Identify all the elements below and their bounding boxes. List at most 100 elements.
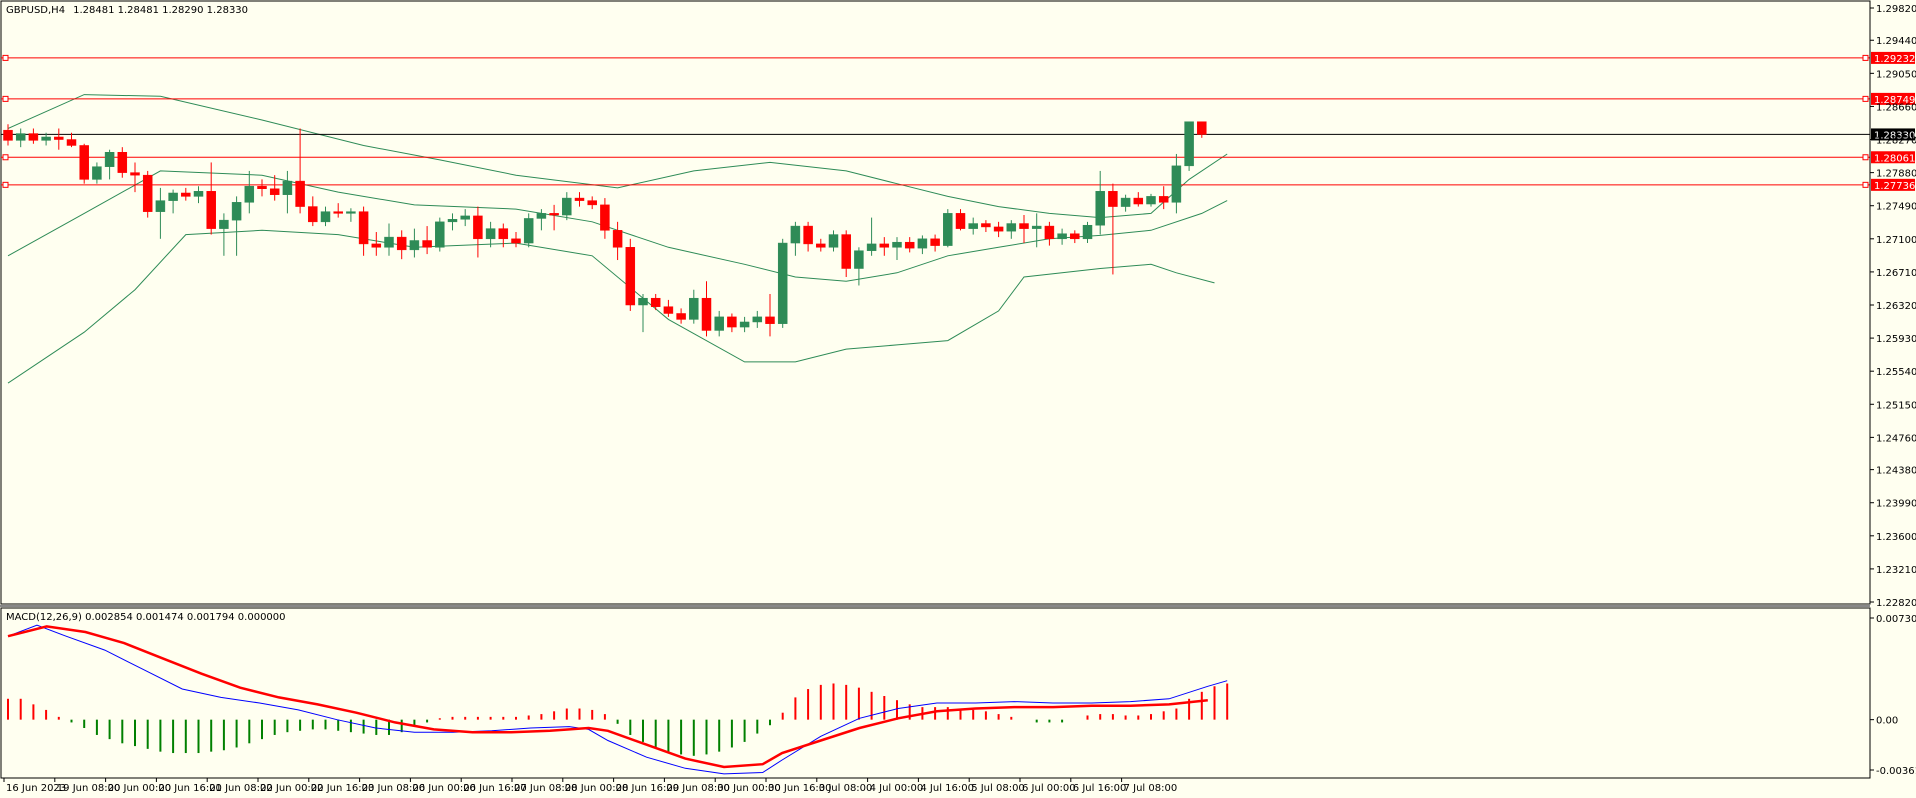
candle-body: [3, 129, 13, 141]
price-tick-label: 1.27490: [1876, 202, 1916, 213]
macd-indicator: 0.007307 0.00 -0.003619: [7, 614, 1916, 777]
price-tick-label: 1.23210: [1876, 565, 1916, 576]
time-tick-label: 20 Jun 00:00: [108, 783, 172, 794]
candle-body: [155, 200, 166, 212]
level-price-tag: [1871, 178, 1915, 191]
time-tick-label: 23 Jun 08:00: [362, 783, 426, 794]
level-handle: [2, 54, 9, 61]
candle-body: [269, 188, 280, 195]
candle-body: [422, 240, 432, 248]
time-tick-label: 22 Jun 00:00: [260, 783, 324, 794]
candle-body: [498, 228, 509, 240]
candle-body: [473, 215, 483, 240]
candle-body: [193, 191, 204, 197]
level-price-label: 1.28749: [1874, 95, 1915, 106]
candle-body: [1006, 223, 1017, 232]
candle-body: [1120, 197, 1131, 207]
macd-tick-label: 0.007307: [1876, 614, 1916, 625]
level-handle: [1862, 95, 1869, 102]
level-handle: [2, 154, 9, 161]
candle-body: [930, 238, 940, 246]
candle-body: [168, 192, 178, 201]
price-tick-label: 1.27100: [1876, 235, 1916, 246]
price-tick-label: 1.25540: [1876, 367, 1916, 378]
candle-body: [447, 219, 458, 223]
ohlc-values: 1.28481 1.28481 1.28290 1.28330: [73, 5, 248, 16]
candle-body: [54, 136, 64, 140]
price-tick-label: 1.28270: [1876, 136, 1916, 147]
candle-body: [727, 316, 737, 328]
time-tick-label: 26 Jun 16:00: [463, 783, 527, 794]
price-tick-label: 1.26710: [1876, 268, 1916, 279]
level-handle: [1862, 181, 1869, 188]
candle-body: [701, 297, 712, 331]
time-tick-label: 4 Jul 16:00: [920, 783, 974, 794]
price-axis: 1.29820 1.29440 1.29050 1.28660 1.28270 1.278…: [1869, 1, 1916, 609]
candle-body: [612, 230, 623, 248]
time-tick-label: 30 Jun 16:00: [768, 783, 832, 794]
candle-body: [384, 236, 394, 248]
candle-body: [1197, 121, 1207, 135]
price-tick-label: 1.29050: [1876, 69, 1916, 80]
candle-body: [130, 172, 140, 176]
current-price-label: 1.28330: [1874, 130, 1915, 141]
horizontal-levels[interactable]: 1.29232 1.28749 1.28061 1.27736 1.28330: [1, 51, 1915, 192]
candle-body: [1133, 197, 1144, 205]
candle-body: [1171, 165, 1182, 203]
time-tick-label: 21 Jun 08:00: [209, 783, 273, 794]
candle-body: [1044, 225, 1055, 240]
candle-body: [1019, 223, 1029, 229]
candle-body: [219, 219, 229, 229]
candle-body: [879, 243, 890, 248]
time-tick-label: 7 Jul 08:00: [1124, 783, 1178, 794]
candle-body: [752, 316, 763, 323]
candle-body: [828, 234, 839, 248]
candle-body: [485, 228, 496, 240]
candle-body: [943, 213, 953, 246]
time-tick-label: 28 Jun 16:00: [616, 783, 680, 794]
candle-body: [739, 321, 750, 328]
candle-body: [396, 236, 407, 251]
price-tick-label: 1.25150: [1876, 400, 1916, 411]
candle-body: [92, 166, 102, 180]
candle-body: [1146, 196, 1156, 205]
candle-body: [562, 197, 572, 216]
candle-body: [435, 221, 445, 248]
candle-body: [1184, 121, 1194, 167]
candle-body: [511, 238, 521, 244]
level-price-label: 1.27736: [1874, 181, 1915, 192]
candle-body: [1108, 191, 1118, 207]
candlesticks: [3, 121, 1207, 337]
symbol-header: GBPUSD,H4 1.28481 1.28481 1.28290 1.28330: [6, 5, 248, 16]
price-tick-label: 1.28660: [1876, 102, 1916, 113]
candle-body: [993, 226, 1004, 232]
candle-body: [308, 206, 318, 223]
candle-body: [523, 218, 534, 244]
candle-body: [714, 316, 724, 331]
time-tick-label: 6 Jul 00:00: [1022, 783, 1076, 794]
candle-body: [1031, 225, 1042, 229]
current-price-tag: [1871, 128, 1915, 141]
candle-body: [371, 243, 382, 248]
macd-tick-label: 0.00: [1876, 716, 1898, 727]
candle-body: [295, 180, 305, 207]
macd-pane-frame: [0, 607, 1871, 779]
level-price-tag: [1871, 92, 1915, 105]
candle-body: [15, 133, 26, 141]
candle-body: [1070, 233, 1080, 240]
candle-body: [41, 136, 51, 141]
macd-main-line: [7, 624, 1228, 775]
level-handle: [2, 95, 9, 102]
candle-body: [549, 213, 559, 216]
candle-body: [600, 204, 610, 231]
macd-header: MACD(12,26,9) 0.002854 0.001474 0.001794…: [6, 612, 286, 623]
level-handle: [1862, 54, 1869, 61]
candle-body: [816, 243, 826, 248]
candle-body: [638, 297, 648, 306]
price-tick-label: 1.26320: [1876, 301, 1916, 312]
candle-body: [892, 241, 902, 248]
candle-body: [333, 211, 343, 214]
candle-body: [625, 247, 636, 306]
